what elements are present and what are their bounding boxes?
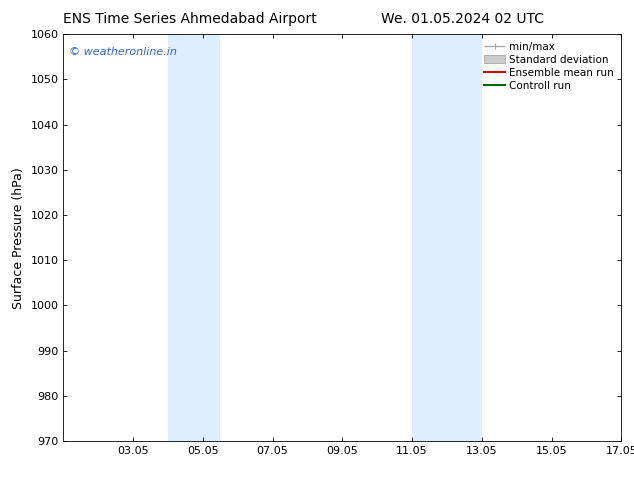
Text: © weatheronline.in: © weatheronline.in	[69, 47, 177, 56]
Bar	[168, 34, 221, 441]
Legend: min/max, Standard deviation, Ensemble mean run, Controll run: min/max, Standard deviation, Ensemble me…	[482, 40, 616, 93]
Bar	[412, 34, 482, 441]
Y-axis label: Surface Pressure (hPa): Surface Pressure (hPa)	[12, 167, 25, 309]
Text: We. 01.05.2024 02 UTC: We. 01.05.2024 02 UTC	[381, 12, 545, 26]
Text: ENS Time Series Ahmedabad Airport: ENS Time Series Ahmedabad Airport	[63, 12, 317, 26]
